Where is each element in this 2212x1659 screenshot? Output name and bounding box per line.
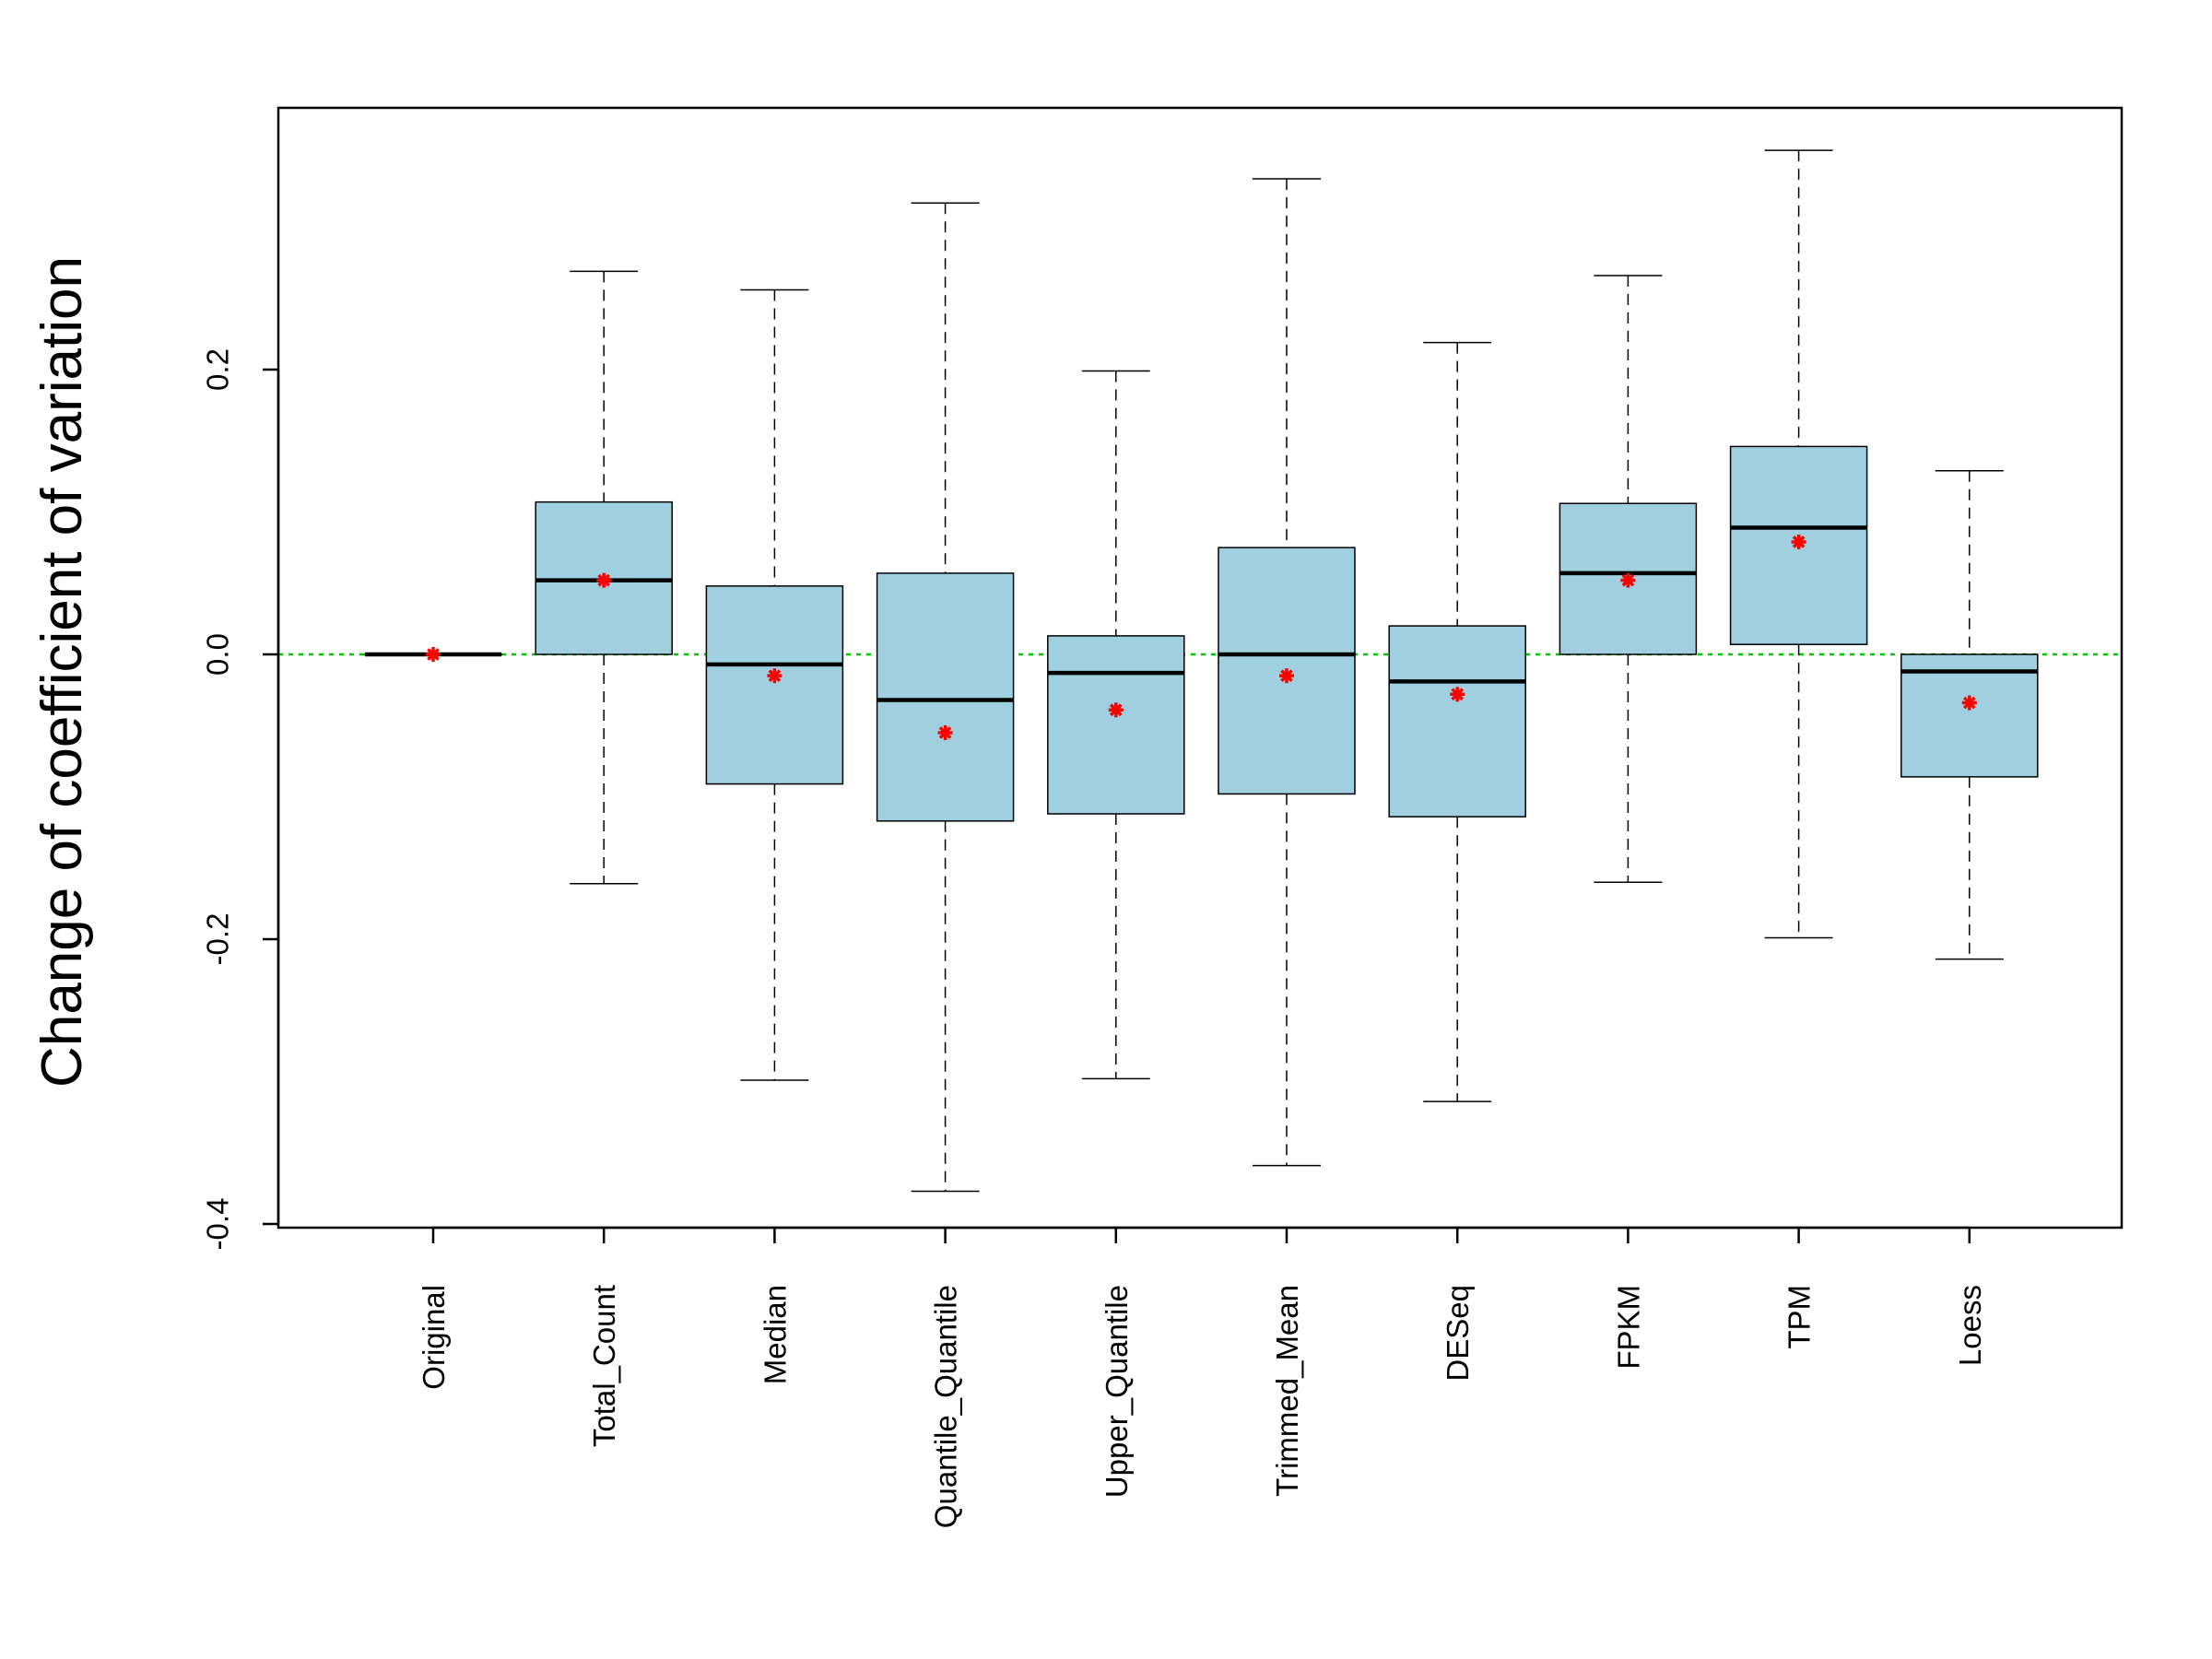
x-tick-label-trimmed-mean: Trimmed_Mean — [1270, 1285, 1304, 1497]
x-tick-label-upper-quantile: Upper_Quantile — [1100, 1285, 1134, 1498]
x-tick-label-original: Original — [417, 1285, 451, 1390]
mean-marker-original — [426, 647, 441, 662]
y-tick-label: 0.0 — [201, 633, 235, 676]
box-loess — [1900, 653, 2039, 778]
x-tick-label-quantile-quantile: Quantile_Quantile — [929, 1285, 963, 1528]
plot-border — [276, 106, 2124, 1230]
y-tick-label: 0.2 — [201, 348, 235, 391]
mean-marker-deseq — [1450, 687, 1465, 702]
box-deseq — [1388, 625, 1526, 818]
x-tick-label-tpm: TPM — [1783, 1285, 1817, 1349]
mean-marker-loess — [1961, 695, 1977, 711]
box-upper-quantile — [1047, 635, 1185, 815]
box-quantile-quantile — [876, 572, 1015, 822]
x-tick-label-loess: Loess — [1953, 1285, 1987, 1366]
mean-marker-tpm — [1791, 534, 1806, 549]
plot-layer: -0.4 -0.2 0.0 0.2 Original Total_Count Median Q… — [201, 106, 2124, 1528]
x-tick-label-median: Median — [758, 1285, 792, 1384]
x-tick-label-deseq: DESeq — [1441, 1285, 1475, 1382]
x-tick-label-fpkm: FPKM — [1611, 1285, 1645, 1370]
y-tick-label: -0.2 — [201, 913, 235, 966]
y-tick-label: -0.4 — [201, 1198, 235, 1251]
mean-marker-fpkm — [1620, 572, 1636, 588]
mean-marker-upper-quantile — [1108, 702, 1124, 718]
mean-marker-total-count — [596, 572, 612, 588]
mean-marker-quantile-quantile — [937, 724, 953, 740]
mean-marker-median — [767, 668, 782, 684]
box-median — [705, 585, 844, 785]
mean-marker-trimmed-mean — [1279, 668, 1294, 684]
x-tick-label-total-count: Total_Count — [587, 1285, 621, 1447]
y-axis-title: Change of coefficient of variation — [30, 256, 94, 1088]
